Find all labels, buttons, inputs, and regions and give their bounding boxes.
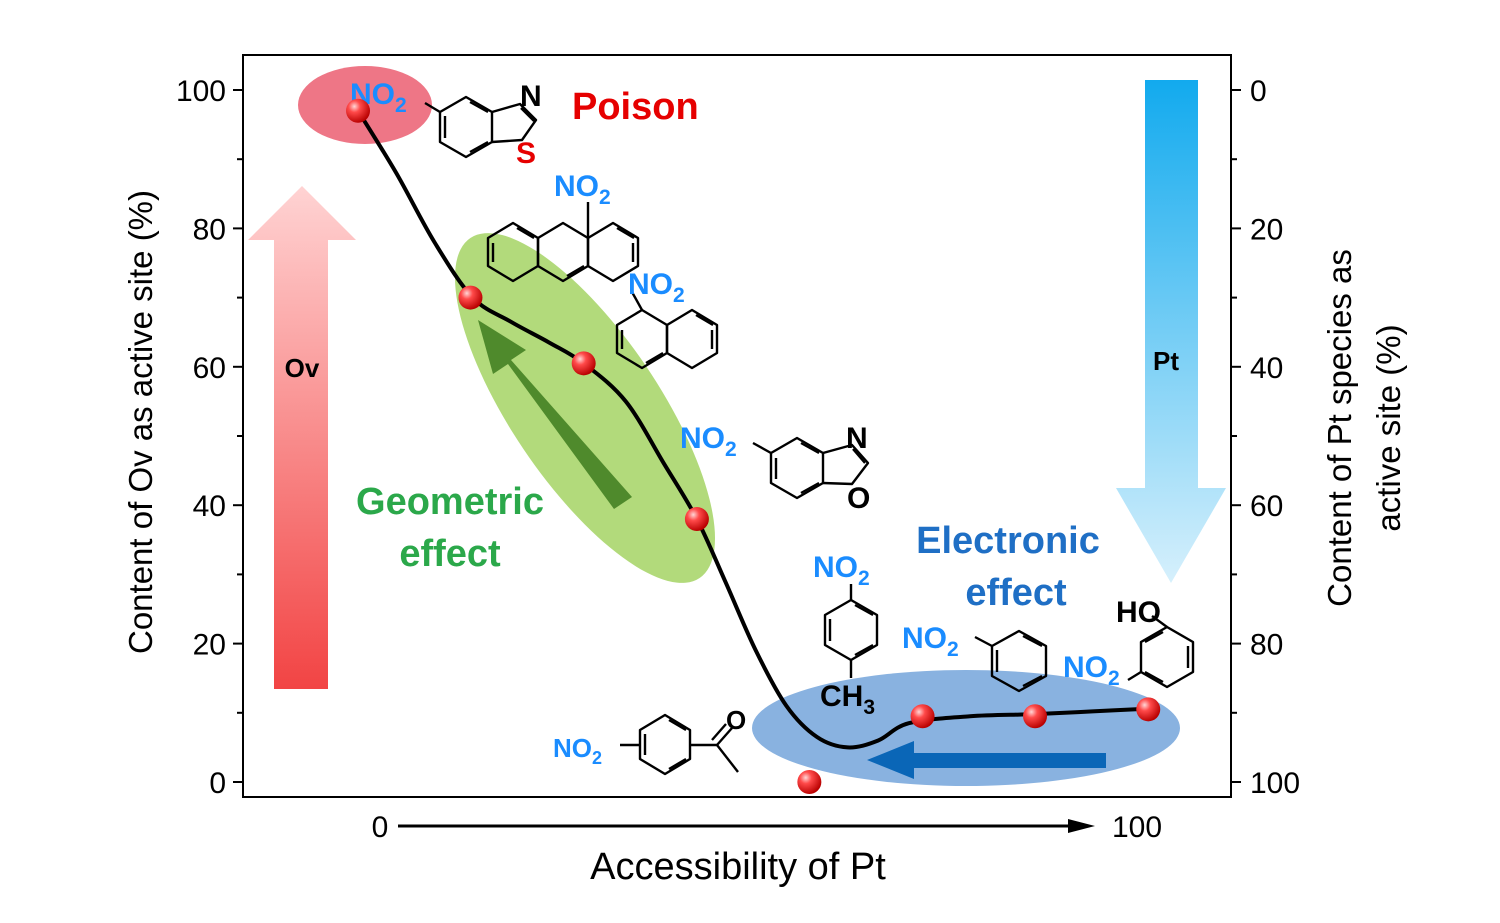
benzoxazole-o-label: O bbox=[847, 482, 870, 515]
geometric-label-line1: Geometric bbox=[356, 481, 544, 523]
pt-arrow-label: Pt bbox=[1153, 346, 1179, 376]
right-axis-title-line2: active site (%) bbox=[1370, 324, 1407, 531]
right-axis-title-line1: Content of Pt species as bbox=[1321, 249, 1358, 607]
left-tick-label-60: 60 bbox=[193, 352, 226, 385]
ov-arrow-label: Ov bbox=[285, 353, 320, 383]
right-tick-label-40: 40 bbox=[1250, 352, 1283, 385]
benzothiazole-n-label: N bbox=[520, 80, 542, 113]
right-tick-label-100: 100 bbox=[1250, 767, 1300, 800]
geometric-label-line2: effect bbox=[399, 533, 501, 575]
ov-arrow bbox=[248, 186, 356, 689]
left-tick-label-0: 0 bbox=[209, 767, 226, 800]
left-tick-label-20: 20 bbox=[193, 629, 226, 662]
nitro-label-naphthalene: NO2 bbox=[628, 268, 685, 307]
nitro-label-benzoxazole: NO2 bbox=[680, 422, 737, 461]
plot-frame bbox=[242, 54, 1232, 798]
benzoxazole-n-label: N bbox=[846, 422, 868, 455]
hydroxyl-label: HO bbox=[1116, 596, 1161, 629]
electronic-label-line2: effect bbox=[965, 572, 1067, 614]
nitro-label-anthracene: NO2 bbox=[554, 170, 611, 209]
nitrobenzoxazole-molecule bbox=[752, 436, 870, 500]
x-start-label: 0 bbox=[372, 811, 389, 844]
nitro-label-benzene: NO2 bbox=[902, 622, 959, 661]
molecule-text: NO2 N S NO2 NO2 NO2 N O NO2 CH3 NO2 HO N… bbox=[350, 78, 1161, 768]
nitro-label-toluene: NO2 bbox=[813, 551, 870, 590]
left-tick-label-80: 80 bbox=[193, 213, 226, 246]
data-point-1 bbox=[458, 285, 483, 310]
data-points bbox=[346, 98, 1161, 794]
nitrotoluene-molecule bbox=[823, 584, 879, 678]
molecule-structures bbox=[424, 95, 1195, 776]
nitro-label-acetophenone: NO2 bbox=[553, 733, 602, 768]
nitrobenzothiazole-molecule bbox=[424, 95, 538, 159]
x-axis-title: Accessibility of Pt bbox=[590, 846, 886, 888]
nitronaphthalene-molecule bbox=[615, 291, 719, 370]
poison-label: Poison bbox=[572, 86, 699, 128]
geometric-arrow bbox=[478, 320, 632, 509]
nitroanthracene-molecule bbox=[486, 202, 640, 283]
geometric-region bbox=[454, 233, 716, 583]
left-axis-title: Content of Ov as active site (%) bbox=[122, 190, 159, 654]
left-tick-label-40: 40 bbox=[193, 490, 226, 523]
methyl-label: CH3 bbox=[820, 680, 875, 719]
benzothiazole-s-label: S bbox=[516, 137, 536, 170]
fit-curve bbox=[356, 108, 1151, 750]
left-tick-label-100: 100 bbox=[176, 75, 226, 108]
data-point-6 bbox=[1023, 704, 1048, 729]
electronic-arrow bbox=[867, 741, 1106, 779]
data-point-3 bbox=[684, 507, 709, 532]
data-point-4 bbox=[797, 770, 822, 794]
data-point-5 bbox=[910, 704, 935, 729]
ketone-o-label: O bbox=[726, 705, 746, 735]
x-end-label: 100 bbox=[1112, 811, 1162, 844]
nitrobenzene-molecule bbox=[974, 629, 1048, 693]
data-point-0 bbox=[346, 98, 370, 123]
right-tick-label-60: 60 bbox=[1250, 490, 1283, 523]
right-tick-label-20: 20 bbox=[1250, 213, 1283, 246]
right-tick-label-0: 0 bbox=[1250, 75, 1267, 108]
pt-arrow bbox=[1116, 80, 1226, 583]
right-axis-ticks: 100 80 60 40 20 0 bbox=[1231, 75, 1300, 800]
right-tick-label-80: 80 bbox=[1250, 629, 1283, 662]
nitroacetophenone-molecule bbox=[620, 713, 739, 776]
nitrophenol-molecule bbox=[1127, 615, 1195, 689]
data-point-2 bbox=[571, 351, 596, 376]
data-point-7 bbox=[1136, 697, 1161, 722]
electronic-label-line1: Electronic bbox=[916, 520, 1100, 562]
left-axis-ticks: 0 20 40 60 80 100 bbox=[176, 75, 243, 800]
x-accessibility-arrowhead bbox=[1068, 819, 1095, 833]
nitro-label-phenol: NO2 bbox=[1063, 651, 1120, 690]
